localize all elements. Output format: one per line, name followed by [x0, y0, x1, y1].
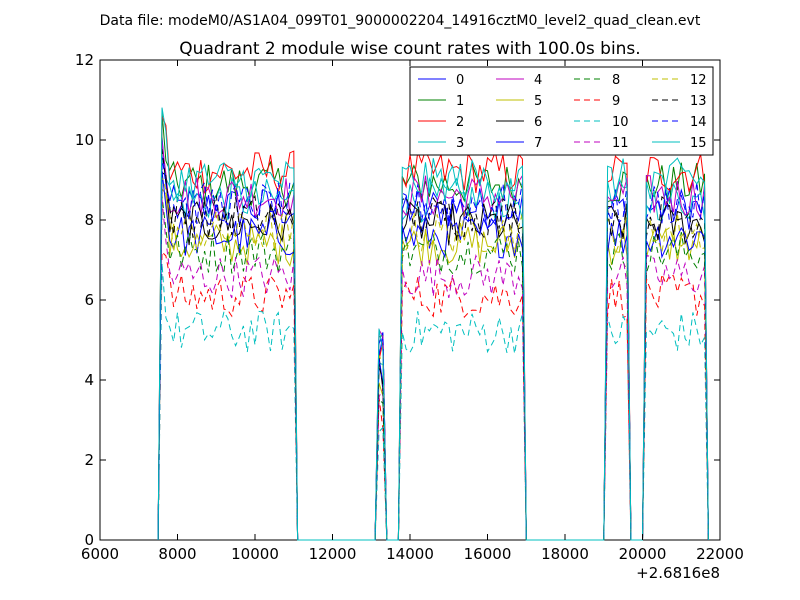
legend-label-4: 4 — [534, 73, 542, 88]
x-tick-label: 10000 — [231, 545, 279, 563]
legend-label-12: 12 — [690, 73, 707, 88]
x-tick-label: 12000 — [309, 545, 357, 563]
y-tick-label: 12 — [75, 51, 94, 69]
series-line-10 — [157, 263, 709, 541]
legend-label-7: 7 — [534, 136, 542, 151]
legend-frame — [409, 66, 714, 156]
x-tick-label: 18000 — [541, 545, 589, 563]
y-tick-label: 4 — [84, 371, 94, 389]
legend-label-9: 9 — [612, 94, 620, 109]
series-line-15 — [157, 107, 709, 541]
legend-label-8: 8 — [612, 73, 620, 88]
x-tick-label: 8000 — [158, 545, 196, 563]
legend-label-13: 13 — [690, 94, 707, 109]
legend-label-14: 14 — [690, 115, 707, 130]
legend-label-0: 0 — [456, 73, 464, 88]
x-tick-label: 14000 — [386, 545, 434, 563]
legend-label-5: 5 — [534, 94, 542, 109]
chart-title: Quadrant 2 module wise count rates with … — [179, 39, 640, 59]
legend-label-2: 2 — [456, 115, 464, 130]
legend-label-3: 3 — [456, 136, 464, 151]
series-line-13 — [157, 148, 709, 541]
y-tick-label: 2 — [84, 451, 94, 469]
x-tick-label: 16000 — [464, 545, 512, 563]
legend-label-15: 15 — [690, 136, 707, 151]
series-layer — [157, 107, 709, 541]
y-tick-label: 10 — [75, 131, 94, 149]
ticks-layer: 6000 8000 10000 12000 14000 16000 18000 20000 22… — [75, 51, 744, 563]
legend-label-6: 6 — [534, 115, 542, 130]
x-offset-label: +2.6816e8 — [636, 564, 720, 582]
x-tick-label: 22000 — [696, 545, 744, 563]
x-tick-label: 20000 — [619, 545, 667, 563]
legend-label-1: 1 — [456, 94, 464, 109]
legend-label-11: 11 — [612, 136, 629, 151]
x-tick-label: 6000 — [81, 545, 119, 563]
y-tick-label: 0 — [84, 531, 94, 549]
figure-suptitle: Data file: modeM0/AS1A04_099T01_90000022… — [100, 13, 701, 29]
y-tick-label: 8 — [84, 211, 94, 229]
legend-label-10: 10 — [612, 115, 629, 130]
y-tick-label: 6 — [84, 291, 94, 309]
